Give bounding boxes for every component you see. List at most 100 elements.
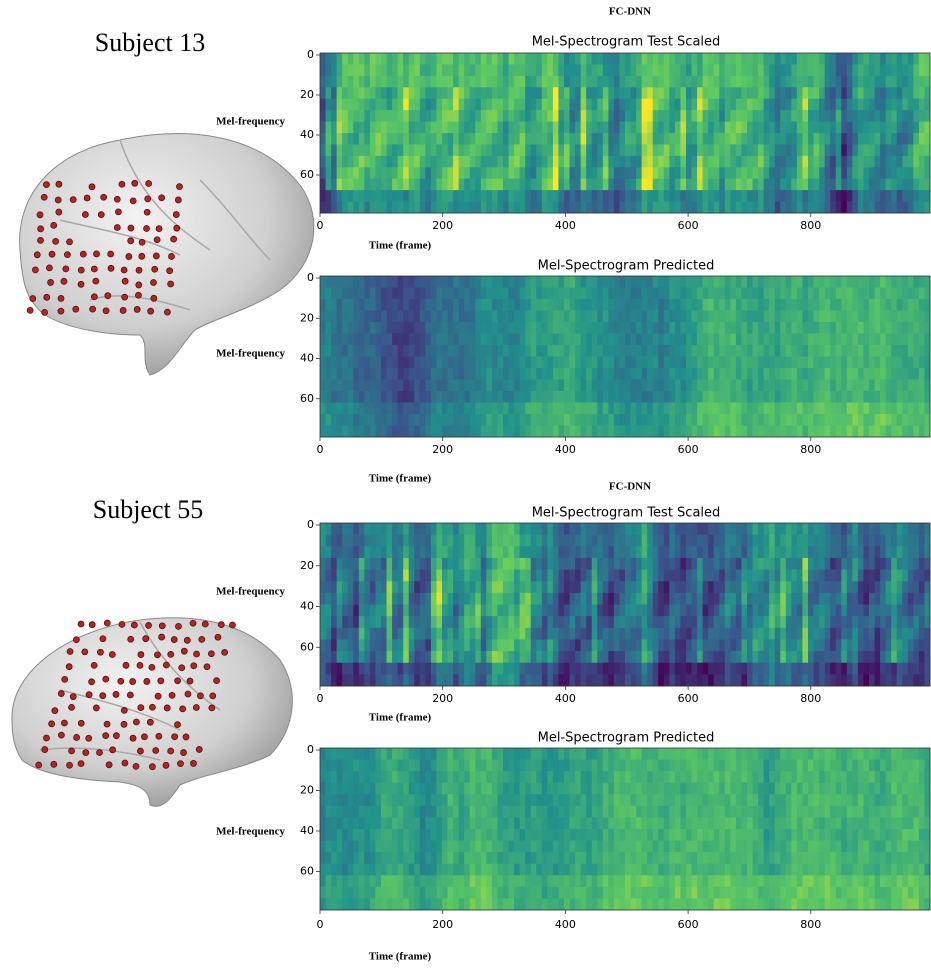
spectrogram-cell	[841, 333, 848, 346]
electrode	[173, 224, 181, 232]
spectrogram-cell	[813, 276, 820, 288]
spectrogram-cell	[918, 345, 925, 357]
spectrogram-cell	[885, 333, 892, 346]
spectrogram-cell	[857, 651, 864, 664]
spectrogram-cell	[630, 674, 637, 687]
spectrogram-cell	[896, 178, 903, 191]
spectrogram-cell	[735, 75, 742, 88]
spectrogram-cell	[497, 276, 504, 288]
spectrogram-cell	[674, 368, 681, 380]
spectrogram-cell	[885, 299, 892, 311]
spectrogram-cell	[564, 414, 570, 426]
spectrogram-cell	[863, 402, 870, 415]
spectrogram-cell	[808, 333, 814, 346]
spectrogram-cell	[364, 639, 371, 652]
spectrogram-cell	[586, 662, 593, 675]
spectrogram-cell	[891, 402, 898, 415]
spectrogram-cell	[458, 674, 465, 687]
spectrogram-cell	[381, 674, 387, 687]
spectrogram-cell	[896, 345, 903, 357]
spectrogram-cell	[508, 121, 515, 134]
spectrogram-cell	[874, 133, 881, 145]
spectrogram-cell	[885, 121, 892, 134]
spectrogram-cell	[331, 674, 338, 687]
spectrogram-cell	[381, 356, 387, 369]
spectrogram-cell	[735, 674, 742, 687]
spectrogram-cell	[907, 425, 914, 438]
spectrogram-cell	[536, 178, 543, 191]
spectrogram-cell	[813, 201, 820, 214]
spectrogram-cell	[336, 144, 343, 157]
spectrogram-cell	[869, 333, 875, 346]
spectrogram-cell	[525, 190, 532, 202]
electrode	[147, 307, 155, 315]
spectrogram-cell	[381, 534, 387, 547]
spectrogram-cell	[691, 581, 698, 594]
spectrogram-cell	[686, 345, 692, 357]
spectrogram-cell	[674, 310, 681, 323]
electrode	[162, 661, 170, 669]
spectrogram-cell	[857, 322, 864, 334]
spectrogram-cell	[541, 592, 548, 605]
spectrogram-cell	[691, 523, 698, 536]
spectrogram-cell	[652, 190, 659, 202]
spectrogram-cell	[674, 604, 681, 617]
spectrogram-cell	[320, 178, 326, 191]
spectrogram-cell	[780, 569, 787, 582]
spectrogram-cell	[325, 391, 332, 403]
spectrogram-cell	[392, 581, 399, 594]
spectrogram-cell	[558, 345, 565, 357]
spectrogram-cell	[408, 391, 415, 403]
spectrogram-cell	[353, 144, 360, 157]
spectrogram-cell	[503, 64, 509, 77]
spectrogram-cell	[691, 592, 698, 605]
spectrogram-cell	[907, 144, 914, 157]
spectrogram-cell	[613, 167, 620, 180]
spectrogram-cell	[780, 64, 787, 77]
spectrogram-cell	[852, 534, 859, 547]
spectrogram-cell	[680, 639, 687, 652]
spectrogram-cell	[541, 299, 548, 311]
spectrogram-cell	[464, 322, 471, 334]
spectrogram-cell	[791, 190, 798, 202]
spectrogram-cell	[852, 592, 859, 605]
spectrogram-cell	[686, 391, 692, 403]
spectrogram-cell	[630, 425, 637, 438]
spectrogram-cell	[575, 333, 582, 346]
spectrogram-cell	[708, 75, 715, 88]
spectrogram-cell	[796, 287, 803, 300]
spectrogram-cell	[519, 64, 526, 77]
spectrogram-cell	[774, 299, 781, 311]
spectrogram-cell	[552, 98, 559, 111]
spectrogram-cell	[602, 167, 609, 180]
spectrogram-cell	[547, 379, 554, 392]
spectrogram-cell	[342, 627, 349, 640]
electrode	[130, 621, 138, 629]
spectrogram-cell	[508, 604, 515, 617]
spectrogram-cell	[924, 299, 931, 311]
spectrogram-cell	[830, 639, 837, 652]
spectrogram-cell	[713, 53, 720, 65]
spectrogram-cell	[342, 886, 349, 899]
spectrogram-cell	[469, 75, 476, 88]
spectrogram-cell	[347, 557, 354, 570]
spectrogram-cell	[375, 167, 382, 180]
spectrogram-cell	[763, 651, 770, 664]
spectrogram-cell	[458, 425, 465, 438]
spectrogram-cell	[552, 276, 559, 288]
spectrogram-cell	[497, 523, 504, 536]
spectrogram-cell	[641, 523, 648, 536]
spectrogram-cell	[663, 345, 670, 357]
spectrogram-cell	[320, 523, 326, 536]
spectrogram-cell	[597, 98, 604, 111]
spectrogram-cell	[697, 379, 704, 392]
spectrogram-cell	[658, 662, 665, 675]
spectrogram-cell	[641, 276, 648, 288]
spectrogram-cell	[530, 87, 537, 100]
spectrogram-cell	[458, 662, 465, 675]
spectrogram-cell	[796, 379, 803, 392]
spectrogram-cell	[802, 356, 809, 369]
spectrogram-cell	[880, 299, 887, 311]
spectrogram-cell	[508, 592, 515, 605]
